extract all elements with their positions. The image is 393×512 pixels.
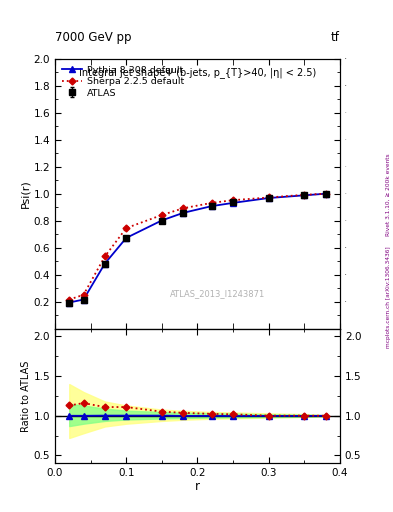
Sherpa 2.2.5 default xyxy=(81,292,86,298)
Pythia 8.308 default xyxy=(160,217,164,223)
Sherpa 2.2.5 default xyxy=(209,200,214,206)
Line: Pythia 8.308 default: Pythia 8.308 default xyxy=(66,191,329,305)
Sherpa 2.2.5 default xyxy=(323,190,328,197)
Sherpa 2.2.5 default xyxy=(160,212,164,218)
Sherpa 2.2.5 default xyxy=(124,225,129,231)
Pythia 8.308 default xyxy=(124,235,129,241)
Pythia 8.308 default xyxy=(181,210,185,216)
Y-axis label: Ratio to ATLAS: Ratio to ATLAS xyxy=(21,360,31,432)
Text: ATLAS_2013_I1243871: ATLAS_2013_I1243871 xyxy=(170,289,265,298)
Sherpa 2.2.5 default xyxy=(266,195,271,201)
Pythia 8.308 default xyxy=(302,192,307,198)
Text: tf: tf xyxy=(331,31,340,44)
Pythia 8.308 default xyxy=(323,190,328,197)
Sherpa 2.2.5 default xyxy=(67,296,72,303)
Sherpa 2.2.5 default xyxy=(181,205,185,211)
Legend: Pythia 8.308 default, Sherpa 2.2.5 default, ATLAS: Pythia 8.308 default, Sherpa 2.2.5 defau… xyxy=(60,63,186,100)
Text: mcplots.cern.ch [arXiv:1306.3436]: mcplots.cern.ch [arXiv:1306.3436] xyxy=(386,246,391,348)
Pythia 8.308 default xyxy=(81,296,86,303)
Text: 7000 GeV pp: 7000 GeV pp xyxy=(55,31,132,44)
Sherpa 2.2.5 default xyxy=(103,253,107,260)
Sherpa 2.2.5 default xyxy=(302,191,307,198)
Pythia 8.308 default xyxy=(103,261,107,267)
Pythia 8.308 default xyxy=(231,200,235,206)
Line: Sherpa 2.2.5 default: Sherpa 2.2.5 default xyxy=(67,191,328,302)
Text: Integral jet shapeΨ (b-jets, p_{T}>40, |η| < 2.5): Integral jet shapeΨ (b-jets, p_{T}>40, |… xyxy=(79,67,316,78)
Pythia 8.308 default xyxy=(266,195,271,201)
Pythia 8.308 default xyxy=(67,300,72,306)
X-axis label: r: r xyxy=(195,480,200,493)
Sherpa 2.2.5 default xyxy=(231,197,235,203)
Y-axis label: Psi(r): Psi(r) xyxy=(21,179,31,208)
Text: Rivet 3.1.10, ≥ 200k events: Rivet 3.1.10, ≥ 200k events xyxy=(386,153,391,236)
Pythia 8.308 default xyxy=(209,203,214,209)
